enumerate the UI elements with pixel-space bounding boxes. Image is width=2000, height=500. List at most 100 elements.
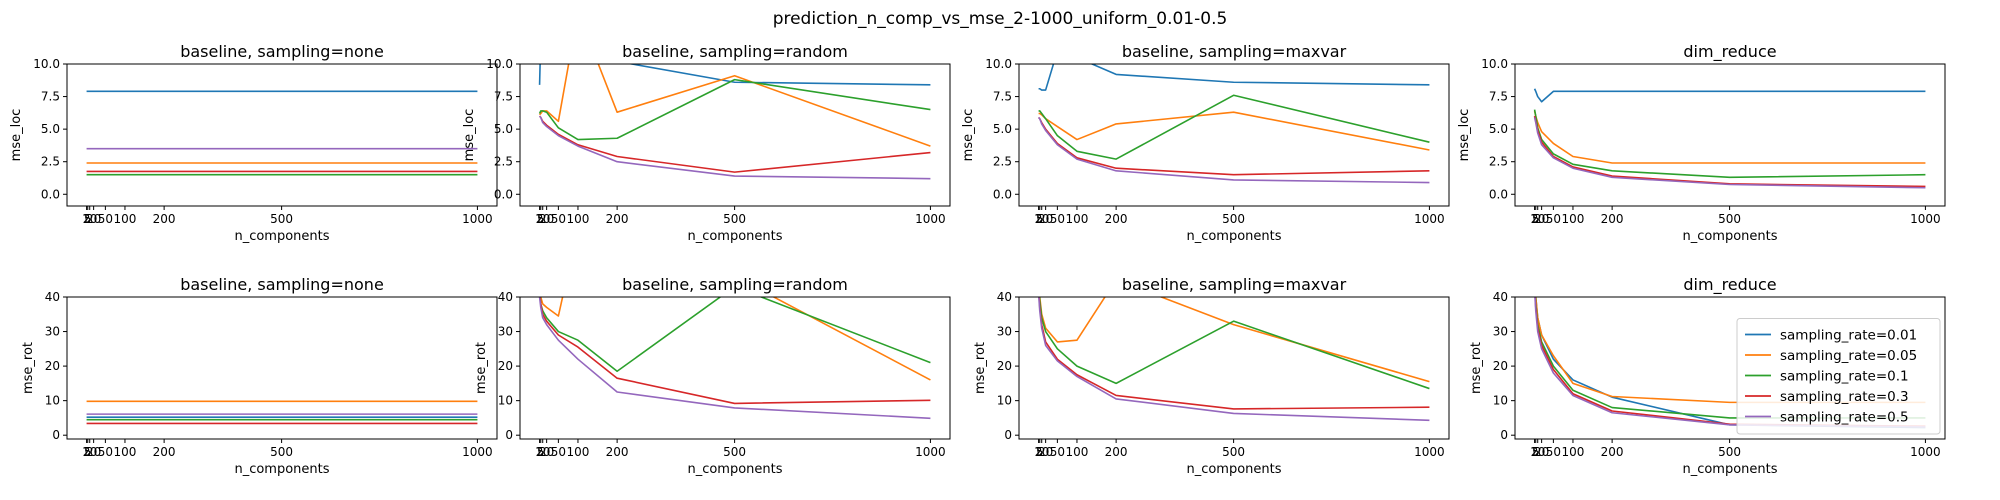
- x-tick-label: 5: [1036, 445, 1044, 459]
- y-tick-label: 2.5: [1489, 155, 1508, 169]
- x-tick-label: 1000: [1910, 212, 1941, 226]
- y-tick-label: 20: [997, 359, 1012, 373]
- legend-entry: sampling_rate=0.1: [1780, 369, 1909, 385]
- x-tick-label: 10: [535, 212, 550, 226]
- subplot-title: baseline, sampling=random: [622, 42, 848, 61]
- x-tick-label: 20: [86, 212, 101, 226]
- x-tick-label: 1000: [462, 445, 493, 459]
- y-tick-label: 40: [498, 290, 513, 304]
- y-tick-label: 10: [997, 394, 1012, 408]
- series-line-2: [1038, 297, 1430, 383]
- x-axis-label: n_components: [1682, 462, 1777, 477]
- y-tick-label: 40: [997, 290, 1012, 304]
- series-line-3: [538, 78, 931, 141]
- y-tick-label: 0.0: [1489, 187, 1508, 201]
- x-tick-label: 2: [1531, 445, 1539, 459]
- series-lines: [86, 90, 478, 176]
- x-tick-label: 100: [114, 445, 137, 459]
- y-tick-label: 2.5: [993, 155, 1012, 169]
- x-tick-label: 100: [114, 212, 137, 226]
- x-tick-label: 20: [1038, 212, 1053, 226]
- x-tick-label: 200: [153, 212, 176, 226]
- x-tick-label: 2: [1035, 445, 1043, 459]
- y-tick-label: 5.0: [1489, 122, 1508, 136]
- x-tick-label: 10: [1530, 212, 1545, 226]
- y-axis-label: mse_rot: [474, 342, 489, 394]
- series-line-1: [1038, 64, 1430, 91]
- x-tick-label: 1000: [1414, 212, 1445, 226]
- x-tick-label: 10: [535, 445, 550, 459]
- y-tick-label: 0.0: [494, 187, 513, 201]
- legend-entry: sampling_rate=0.5: [1780, 410, 1909, 426]
- legend-box: [1736, 318, 1941, 435]
- x-tick-label: 500: [1222, 212, 1245, 226]
- y-tick-label: 10: [498, 394, 513, 408]
- x-tick-label: 500: [723, 445, 746, 459]
- y-tick-label: 20: [1493, 359, 1508, 373]
- x-tick-label: 20: [1038, 445, 1053, 459]
- x-tick-label: 500: [1718, 212, 1741, 226]
- x-tick-label: 5: [537, 212, 545, 226]
- x-tick-label: 100: [1066, 445, 1089, 459]
- y-tick-label: 30: [997, 325, 1012, 339]
- figure-title: prediction_n_comp_vs_mse_2-1000_uniform_…: [773, 9, 1228, 29]
- x-tick-label: 50: [1546, 445, 1561, 459]
- legend-entry: sampling_rate=0.3: [1780, 389, 1909, 405]
- x-tick-label: 10: [1530, 445, 1545, 459]
- y-tick-label: 2.5: [41, 155, 60, 169]
- x-tick-label: 1000: [915, 445, 946, 459]
- series-line-4: [1037, 116, 1430, 176]
- x-axis-label: n_components: [687, 462, 782, 477]
- x-tick-label: 200: [606, 212, 629, 226]
- y-axis-label: mse_rot: [1469, 342, 1484, 394]
- x-tick-label: 200: [153, 445, 176, 459]
- x-tick-label: 50: [551, 212, 566, 226]
- y-tick-label: 0: [1500, 428, 1508, 442]
- subplot-title: dim_reduce: [1683, 275, 1776, 295]
- y-tick-label: 7.5: [494, 90, 513, 104]
- series-line-3: [1038, 297, 1430, 390]
- x-tick-label: 10: [1034, 445, 1049, 459]
- x-tick-label: 500: [270, 445, 293, 459]
- x-tick-label: 500: [270, 212, 293, 226]
- x-tick-label: 20: [539, 445, 554, 459]
- y-tick-label: 0: [1004, 428, 1012, 442]
- x-axis-label: n_components: [1682, 229, 1777, 244]
- x-tick-label: 20: [86, 445, 101, 459]
- series-line-2: [1038, 111, 1430, 151]
- subplot-title: baseline, sampling=maxvar: [1122, 275, 1347, 294]
- y-tick-label: 30: [498, 325, 513, 339]
- y-tick-label: 30: [1493, 325, 1508, 339]
- x-tick-label: 50: [1546, 212, 1561, 226]
- x-tick-label: 50: [1050, 212, 1065, 226]
- series-line-3: [1038, 94, 1430, 160]
- series-line-3: [1533, 109, 1926, 179]
- y-tick-label: 40: [1493, 290, 1508, 304]
- subplot-title: baseline, sampling=maxvar: [1122, 42, 1347, 61]
- y-tick-label: 5.0: [41, 122, 60, 136]
- x-tick-label: 100: [1562, 212, 1585, 226]
- y-axis-label: mse_loc: [462, 109, 477, 162]
- x-tick-label: 1000: [1910, 445, 1941, 459]
- x-tick-label: 500: [1222, 445, 1245, 459]
- y-axis-label: mse_loc: [9, 109, 24, 162]
- y-tick-label: 0.0: [993, 187, 1012, 201]
- y-tick-label: 0: [505, 428, 513, 442]
- y-tick-label: 10.0: [486, 57, 513, 71]
- x-axis-label: n_components: [234, 462, 329, 477]
- series-line-5: [1533, 117, 1926, 189]
- x-tick-label: 20: [1534, 212, 1549, 226]
- series-line-2: [539, 297, 931, 381]
- series-lines: [1037, 64, 1430, 184]
- y-tick-label: 10.0: [33, 57, 60, 71]
- axes-frame: [519, 63, 951, 207]
- series-line-5: [1037, 116, 1430, 184]
- x-tick-label: 5: [84, 445, 92, 459]
- legend-entry: sampling_rate=0.05: [1780, 348, 1917, 364]
- series-line-5: [1534, 297, 1926, 428]
- x-axis-label: n_components: [687, 229, 782, 244]
